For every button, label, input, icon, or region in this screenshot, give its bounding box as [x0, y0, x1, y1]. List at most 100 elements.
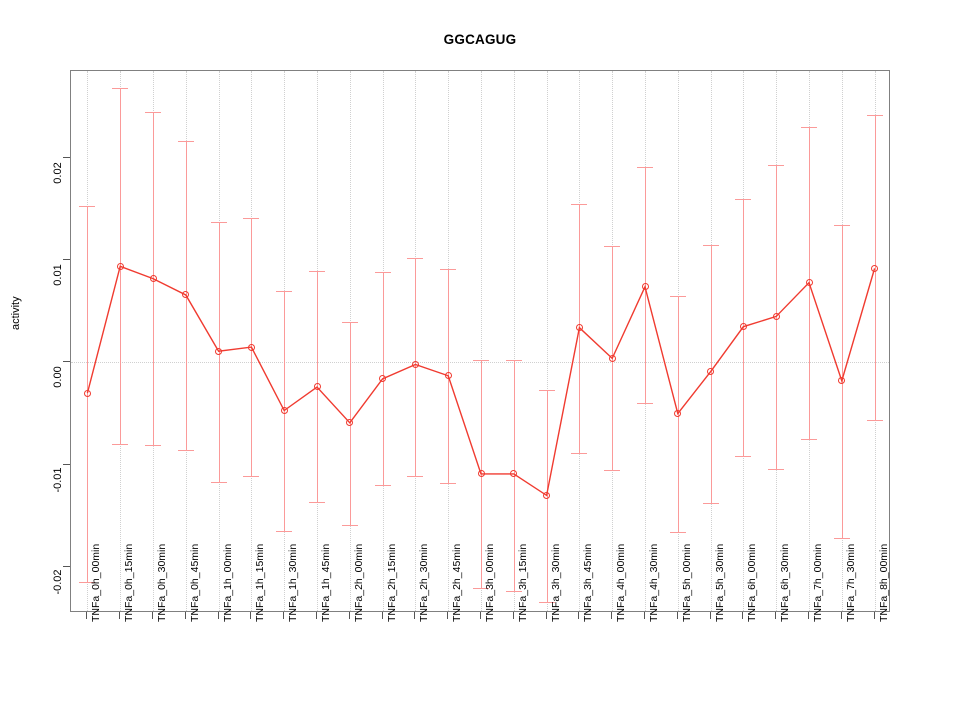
error-bar-cap-lower	[604, 469, 621, 471]
x-axis-tick	[480, 612, 481, 619]
y-axis-tick-label: -0.02	[52, 569, 64, 595]
data-point-marker	[543, 491, 551, 499]
x-axis-tick-label: TNFa_0h_00min	[90, 543, 103, 622]
error-bar-cap-lower	[177, 450, 194, 452]
error-bar-cap-lower	[112, 444, 129, 446]
error-bar-cap-lower	[801, 439, 817, 441]
error-bar-cap-upper	[407, 258, 424, 260]
x-axis-tick	[184, 612, 186, 619]
error-bar-cap-lower	[637, 403, 653, 405]
error-bar-cap-upper	[571, 203, 588, 205]
data-point-marker	[641, 283, 649, 291]
data-point-marker	[608, 354, 616, 362]
y-axis-tick-label: 0.00	[52, 366, 64, 389]
gridline-vertical	[513, 71, 515, 611]
data-point-marker	[247, 343, 255, 351]
y-axis-tick	[63, 463, 70, 465]
error-bar-cap-lower	[440, 483, 457, 485]
plot-inner	[71, 71, 889, 611]
error-bar-cap-lower	[505, 590, 522, 592]
data-point-marker	[215, 347, 223, 355]
y-axis-tick	[63, 259, 70, 261]
y-axis-tick-label: -0.01	[52, 467, 64, 493]
data-point-marker	[379, 375, 387, 383]
x-axis-tick-label: TNFa_7h_00min	[812, 543, 824, 622]
x-axis-tick	[447, 612, 449, 619]
error-bar-cap-upper	[341, 321, 358, 323]
error-bar-cap-upper	[210, 222, 227, 224]
x-axis-tick-label: TNFa_0h_15min	[123, 543, 136, 622]
data-point-marker	[149, 275, 157, 283]
error-bar-cap-upper	[801, 127, 817, 129]
error-bar-cap-lower	[341, 525, 358, 527]
x-axis-tick-label: TNFa_0h_30min	[156, 543, 168, 622]
error-bar-cap-lower	[79, 582, 96, 584]
error-bar-cap-upper	[702, 244, 719, 246]
data-point-marker	[674, 410, 682, 418]
x-axis-tick-label: TNFa_4h_00min	[615, 543, 628, 622]
x-axis-tick-label: TNFa_5h_00min	[680, 543, 693, 622]
x-axis-tick-label: TNFa_1h_45min	[320, 543, 332, 622]
y-axis-tick	[63, 156, 70, 158]
x-axis-tick	[709, 612, 711, 619]
x-axis-tick-label: TNFa_0h_45min	[188, 543, 201, 622]
x-axis-tick-label: TNFa_2h_00min	[352, 543, 365, 622]
error-bar-cap-upper	[309, 271, 325, 273]
y-axis-tick-label: 0.01	[52, 264, 64, 286]
data-point-marker	[411, 360, 419, 368]
error-bar-cap-lower	[702, 502, 719, 504]
error-bar-cap-upper	[735, 198, 752, 200]
x-axis-tick	[545, 612, 547, 619]
error-bar-cap-upper	[538, 390, 555, 392]
error-bar-cap-upper	[145, 111, 161, 113]
chart-title: GGCAGUG	[443, 32, 517, 47]
x-axis-tick	[316, 612, 317, 619]
error-bar-cap-upper	[112, 88, 129, 90]
error-bar-cap-upper	[669, 295, 686, 297]
x-axis-tick	[840, 612, 842, 619]
x-axis-tick-label: TNFa_2h_45min	[451, 543, 464, 622]
error-bar-cap-upper	[833, 225, 850, 227]
y-axis-tick	[63, 565, 70, 567]
x-axis-tick	[250, 612, 252, 619]
data-point-marker	[772, 312, 780, 320]
error-bar-cap-lower	[374, 485, 391, 487]
data-point-marker	[805, 279, 813, 287]
error-bar-cap-lower	[145, 445, 161, 447]
x-axis-tick-label: TNFa_4h_30min	[648, 543, 660, 622]
y-axis-tick	[63, 361, 70, 363]
error-bar-cap-upper	[243, 218, 260, 220]
error-bar-cap-lower	[309, 501, 325, 503]
data-point-marker	[346, 419, 354, 427]
data-point-marker	[444, 372, 452, 380]
error-bar-cap-upper	[473, 360, 489, 362]
x-axis-tick-label: TNFa_1h_30min	[287, 543, 300, 622]
error-bar-cap-upper	[440, 269, 457, 271]
x-axis-tick-label: TNFa_3h_00min	[484, 543, 496, 622]
x-axis-tick-label: TNFa_8h_00min	[877, 543, 890, 622]
error-bar-cap-upper	[637, 167, 653, 169]
error-bar-cap-lower	[210, 482, 227, 484]
error-bar-cap-lower	[669, 532, 686, 534]
gridline-zero	[71, 362, 889, 364]
x-axis-tick-label: TNFa_5h_30min	[713, 543, 726, 622]
data-point-marker	[707, 368, 715, 376]
x-axis-tick	[775, 612, 777, 619]
error-bar-cap-lower	[768, 468, 785, 470]
data-point-marker	[838, 377, 846, 385]
x-axis-tick-label: TNFa_2h_15min	[385, 543, 398, 622]
x-axis-tick	[414, 612, 416, 619]
x-axis-tick	[119, 612, 121, 619]
error-bar-cap-lower	[538, 601, 555, 603]
error-bar-cap-lower	[473, 588, 489, 590]
x-axis-tick	[283, 612, 285, 619]
x-axis-tick-label: TNFa_3h_30min	[549, 543, 562, 622]
error-bar-cap-upper	[866, 114, 883, 116]
x-axis-tick-label: TNFa_2h_30min	[418, 543, 431, 622]
error-bar-cap-upper	[505, 360, 522, 362]
x-axis-tick-label: TNFa_3h_15min	[516, 543, 529, 622]
y-axis-tick-label: 0.02	[52, 162, 64, 184]
x-axis-tick	[808, 612, 809, 619]
x-axis-tick	[381, 612, 383, 619]
